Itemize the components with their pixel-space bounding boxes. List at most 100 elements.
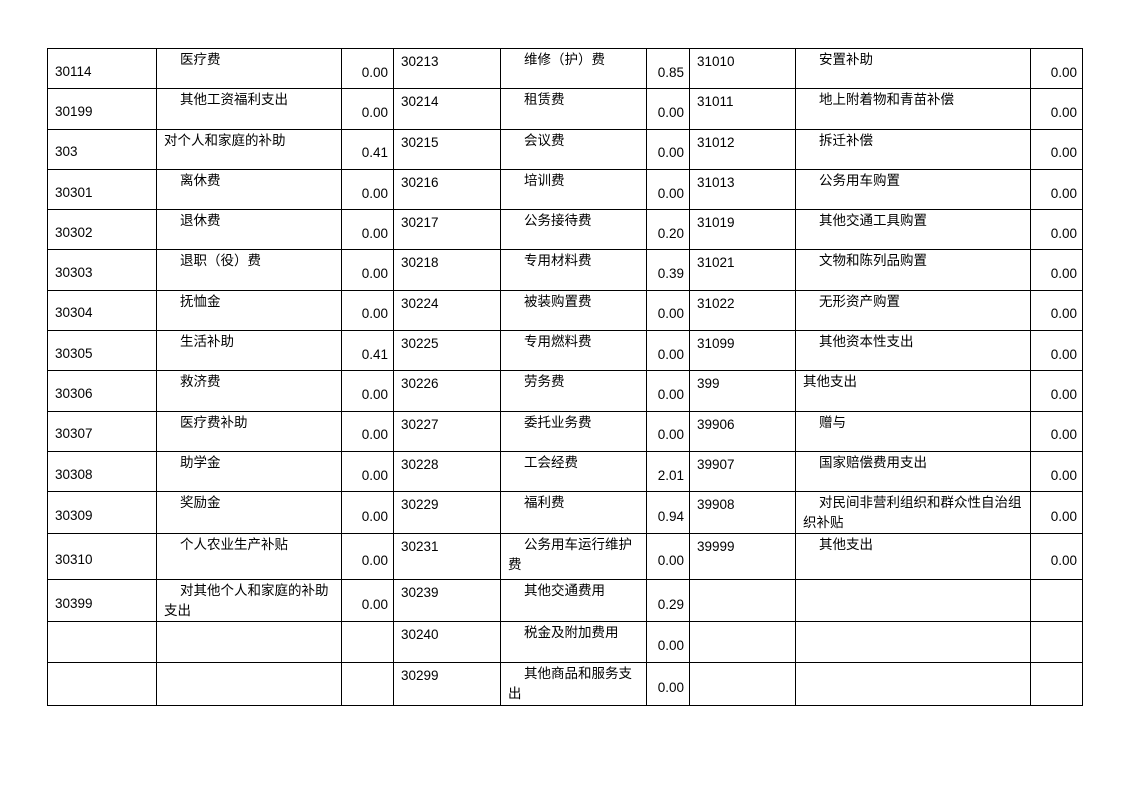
table-row: 30302 退休费 0.00 30217 公务接待费 0.20 31019 其他交通工具购置 0… — [47, 209, 1083, 251]
item-code: 30307 — [47, 410, 157, 452]
item-name — [795, 579, 1031, 623]
item-name: 生活补助 — [156, 330, 342, 372]
item-code: 30305 — [47, 330, 157, 372]
item-code: 303 — [47, 128, 157, 170]
item-code: 30114 — [47, 47, 157, 90]
item-code — [689, 579, 796, 623]
table-row: 30306 救济费 0.00 30226 劳务费 0.00 399 其他支出 0.00 — [47, 370, 1083, 412]
item-code: 30240 — [393, 621, 501, 664]
item-value: 0.00 — [1030, 47, 1083, 90]
item-value: 2.01 — [646, 450, 690, 493]
item-value — [341, 621, 394, 664]
item-code: 30304 — [47, 289, 157, 332]
item-name: 委托业务费 — [500, 410, 647, 452]
item-code: 30229 — [393, 491, 501, 535]
table-row: 30399 对其他个人和家庭的补助支出 0.00 30239 其他交通费用 0.29 — [47, 579, 1083, 623]
item-value: 0.00 — [341, 289, 394, 332]
item-code: 31021 — [689, 249, 796, 291]
item-name — [156, 662, 342, 707]
table-row: 30310 个人农业生产补贴 0.00 30231 公务用车运行维护费 0.00 39999… — [47, 533, 1083, 581]
item-name — [156, 621, 342, 664]
item-value: 0.00 — [341, 410, 394, 452]
item-value: 0.00 — [1030, 209, 1083, 251]
item-name: 国家赔偿费用支出 — [795, 450, 1031, 493]
item-name: 个人农业生产补贴 — [156, 533, 342, 581]
item-code — [689, 621, 796, 664]
table-row: 30240 税金及附加费用 0.00 — [47, 621, 1083, 664]
item-value: 0.00 — [646, 330, 690, 372]
item-value: 0.00 — [341, 209, 394, 251]
item-value: 0.00 — [646, 370, 690, 412]
table-row: 30305 生活补助 0.41 30225 专用燃料费 0.00 31099 其他资本性支出 0… — [47, 330, 1083, 372]
item-name: 救济费 — [156, 370, 342, 412]
item-code: 30309 — [47, 491, 157, 535]
item-value: 0.00 — [1030, 289, 1083, 332]
item-code: 30299 — [393, 662, 501, 707]
item-name: 其他商品和服务支出 — [500, 662, 647, 707]
item-name: 无形资产购置 — [795, 289, 1031, 332]
table-row: 30308 助学金 0.00 30228 工会经费 2.01 39907 国家赔偿费用支出 0.… — [47, 450, 1083, 493]
item-value: 0.00 — [646, 621, 690, 664]
item-value: 0.00 — [1030, 168, 1083, 211]
item-name: 对民间非营利组织和群众性自治组织补贴 — [795, 491, 1031, 535]
item-value: 0.20 — [646, 209, 690, 251]
item-value: 0.00 — [646, 533, 690, 581]
table-row: 303 对个人和家庭的补助 0.41 30215 会议费 0.00 31012 拆迁补偿 0.0… — [47, 128, 1083, 170]
item-name: 税金及附加费用 — [500, 621, 647, 664]
item-value: 0.00 — [646, 168, 690, 211]
item-code: 30239 — [393, 579, 501, 623]
item-value: 0.00 — [1030, 88, 1083, 130]
item-name: 奖励金 — [156, 491, 342, 535]
item-value: 0.41 — [341, 128, 394, 170]
item-value: 0.00 — [1030, 533, 1083, 581]
item-code: 30226 — [393, 370, 501, 412]
item-value: 0.00 — [1030, 249, 1083, 291]
item-name: 培训费 — [500, 168, 647, 211]
item-code: 30216 — [393, 168, 501, 211]
item-value: 0.00 — [341, 579, 394, 623]
item-name: 赠与 — [795, 410, 1031, 452]
item-name: 安置补助 — [795, 47, 1031, 90]
item-value: 0.39 — [646, 249, 690, 291]
item-name: 对个人和家庭的补助 — [156, 128, 342, 170]
item-value: 0.00 — [341, 88, 394, 130]
item-code: 31012 — [689, 128, 796, 170]
table-row: 30199 其他工资福利支出 0.00 30214 租赁费 0.00 31011 地上附着物和… — [47, 88, 1083, 130]
item-value — [1030, 579, 1083, 623]
item-name: 工会经费 — [500, 450, 647, 493]
item-value: 0.00 — [646, 289, 690, 332]
item-name: 公务用车运行维护费 — [500, 533, 647, 581]
item-name: 其他支出 — [795, 533, 1031, 581]
item-value: 0.00 — [646, 662, 690, 707]
item-code — [689, 662, 796, 707]
item-code: 30224 — [393, 289, 501, 332]
item-name: 助学金 — [156, 450, 342, 493]
table-row: 30304 抚恤金 0.00 30224 被装购置费 0.00 31022 无形资产购置 0.0… — [47, 289, 1083, 332]
item-value: 0.41 — [341, 330, 394, 372]
item-value — [1030, 621, 1083, 664]
item-code: 31010 — [689, 47, 796, 90]
item-code: 30301 — [47, 168, 157, 211]
item-name: 退休费 — [156, 209, 342, 251]
table-row: 30309 奖励金 0.00 30229 福利费 0.94 39908 对民间非营利组织和群众… — [47, 491, 1083, 535]
item-name: 公务接待费 — [500, 209, 647, 251]
item-code: 30225 — [393, 330, 501, 372]
item-name: 被装购置费 — [500, 289, 647, 332]
item-value: 0.00 — [341, 450, 394, 493]
item-value: 0.00 — [1030, 491, 1083, 535]
item-code: 31099 — [689, 330, 796, 372]
item-name: 抚恤金 — [156, 289, 342, 332]
item-value: 0.00 — [341, 168, 394, 211]
item-name: 文物和陈列品购置 — [795, 249, 1031, 291]
item-code: 30306 — [47, 370, 157, 412]
item-name: 公务用车购置 — [795, 168, 1031, 211]
item-code: 31019 — [689, 209, 796, 251]
item-code: 30303 — [47, 249, 157, 291]
item-code: 30215 — [393, 128, 501, 170]
item-code: 399 — [689, 370, 796, 412]
item-value: 0.00 — [646, 88, 690, 130]
item-value: 0.00 — [1030, 410, 1083, 452]
item-name: 医疗费补助 — [156, 410, 342, 452]
item-code: 39907 — [689, 450, 796, 493]
item-code: 30227 — [393, 410, 501, 452]
